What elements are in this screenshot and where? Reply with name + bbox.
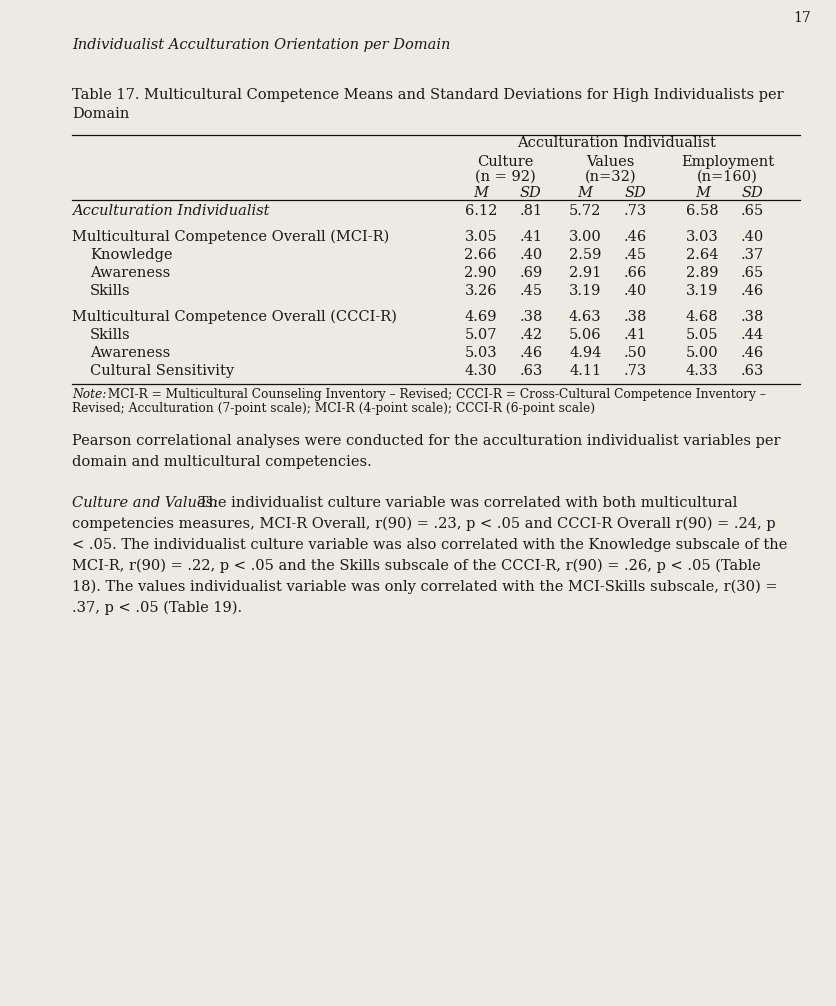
Text: .50: .50 [624, 346, 647, 360]
Text: .69: .69 [519, 267, 543, 281]
Text: 4.63: 4.63 [568, 310, 602, 324]
Text: 5.05: 5.05 [686, 328, 718, 342]
Text: .40: .40 [519, 248, 543, 263]
Text: (n=160): (n=160) [697, 170, 757, 184]
Text: Skills: Skills [90, 285, 130, 298]
Text: .46: .46 [741, 346, 764, 360]
Text: Culture: Culture [477, 155, 534, 169]
Text: (n=32): (n=32) [584, 170, 636, 184]
Text: Culture and Values:: Culture and Values: [72, 496, 217, 510]
Text: Acculturation Individualist: Acculturation Individualist [72, 204, 269, 218]
Text: 2.90: 2.90 [465, 267, 497, 281]
Text: .37, p < .05 (Table 19).: .37, p < .05 (Table 19). [72, 601, 242, 616]
Text: Skills: Skills [90, 328, 130, 342]
Text: Values: Values [586, 155, 635, 169]
Text: 3.19: 3.19 [569, 285, 601, 298]
Text: Table 17. Multicultural Competence Means and Standard Deviations for High Indivi: Table 17. Multicultural Competence Means… [72, 88, 783, 102]
Text: .46: .46 [741, 285, 764, 298]
Text: 2.59: 2.59 [569, 248, 601, 263]
Text: 2.64: 2.64 [686, 248, 718, 263]
Text: 3.03: 3.03 [686, 230, 719, 244]
Text: .40: .40 [741, 230, 764, 244]
Text: 2.66: 2.66 [464, 248, 497, 263]
Text: .41: .41 [624, 328, 647, 342]
Text: Cultural Sensitivity: Cultural Sensitivity [90, 364, 234, 378]
Text: .73: .73 [624, 204, 647, 218]
Text: 6.12: 6.12 [465, 204, 497, 218]
Text: .46: .46 [624, 230, 647, 244]
Text: MCI-R = Multicultural Counseling Inventory – Revised; CCCI-R = Cross-Cultural Co: MCI-R = Multicultural Counseling Invento… [104, 388, 766, 401]
Text: 4.68: 4.68 [686, 310, 719, 324]
Text: domain and multicultural competencies.: domain and multicultural competencies. [72, 455, 372, 469]
Text: 2.89: 2.89 [686, 267, 718, 281]
Text: .66: .66 [624, 267, 647, 281]
Text: SD: SD [520, 186, 542, 200]
Text: .44: .44 [741, 328, 764, 342]
Text: 4.30: 4.30 [464, 364, 497, 378]
Text: MCI-R, r(90) = .22, p < .05 and the Skills subscale of the CCCI-R, r(90) = .26, : MCI-R, r(90) = .22, p < .05 and the Skil… [72, 559, 761, 573]
Text: Employment: Employment [681, 155, 774, 169]
Text: 4.94: 4.94 [569, 346, 601, 360]
Text: 5.06: 5.06 [568, 328, 602, 342]
Text: .63: .63 [519, 364, 543, 378]
Text: 3.00: 3.00 [568, 230, 602, 244]
Text: Acculturation Individualist: Acculturation Individualist [517, 136, 716, 150]
Text: .40: .40 [624, 285, 647, 298]
Text: (n = 92): (n = 92) [476, 170, 536, 184]
Text: 3.26: 3.26 [464, 285, 497, 298]
Text: 5.00: 5.00 [686, 346, 719, 360]
Text: 2.91: 2.91 [569, 267, 601, 281]
Text: .45: .45 [519, 285, 543, 298]
Text: Pearson correlational analyses were conducted for the acculturation individualis: Pearson correlational analyses were cond… [72, 434, 780, 448]
Text: The individualist culture variable was correlated with both multicultural: The individualist culture variable was c… [194, 496, 737, 510]
Text: .41: .41 [519, 230, 543, 244]
Text: Awareness: Awareness [90, 346, 171, 360]
Text: 3.19: 3.19 [686, 285, 718, 298]
Text: competencies measures, MCI-R Overall, r(90) = .23, p < .05 and CCCI-R Overall r(: competencies measures, MCI-R Overall, r(… [72, 517, 776, 531]
Text: .38: .38 [624, 310, 647, 324]
Text: SD: SD [624, 186, 646, 200]
Text: .42: .42 [519, 328, 543, 342]
Text: .73: .73 [624, 364, 647, 378]
Text: 4.69: 4.69 [465, 310, 497, 324]
Text: 5.72: 5.72 [569, 204, 601, 218]
Text: Individualist Acculturation Orientation per Domain: Individualist Acculturation Orientation … [72, 38, 451, 52]
Text: .81: .81 [519, 204, 543, 218]
Text: .63: .63 [741, 364, 764, 378]
Text: .46: .46 [519, 346, 543, 360]
Text: M: M [473, 186, 488, 200]
Text: 6.58: 6.58 [686, 204, 719, 218]
Text: Multicultural Competence Overall (CCCI-R): Multicultural Competence Overall (CCCI-R… [72, 310, 397, 324]
Text: M: M [578, 186, 593, 200]
Text: Multicultural Competence Overall (MCI-R): Multicultural Competence Overall (MCI-R) [72, 230, 389, 244]
Text: .45: .45 [624, 248, 647, 263]
Text: 4.11: 4.11 [569, 364, 601, 378]
Text: 5.07: 5.07 [465, 328, 497, 342]
Text: Knowledge: Knowledge [90, 248, 172, 263]
Text: .65: .65 [741, 267, 764, 281]
Text: 4.33: 4.33 [686, 364, 719, 378]
Text: M: M [695, 186, 710, 200]
Text: .38: .38 [741, 310, 764, 324]
Text: Revised; Acculturation (7-point scale); MCI-R (4-point scale); CCCI-R (6-point s: Revised; Acculturation (7-point scale); … [72, 402, 595, 415]
Text: Awareness: Awareness [90, 267, 171, 281]
Text: 5.03: 5.03 [464, 346, 497, 360]
Text: 17: 17 [793, 11, 811, 25]
Text: 18). The values individualist variable was only correlated with the MCI-Skills s: 18). The values individualist variable w… [72, 580, 777, 595]
Text: .37: .37 [741, 248, 764, 263]
Text: .65: .65 [741, 204, 764, 218]
Text: Note:: Note: [72, 388, 106, 401]
Text: Domain: Domain [72, 107, 130, 121]
Text: SD: SD [742, 186, 763, 200]
Text: 3.05: 3.05 [464, 230, 497, 244]
Text: < .05. The individualist culture variable was also correlated with the Knowledge: < .05. The individualist culture variabl… [72, 538, 788, 552]
Text: .38: .38 [519, 310, 543, 324]
